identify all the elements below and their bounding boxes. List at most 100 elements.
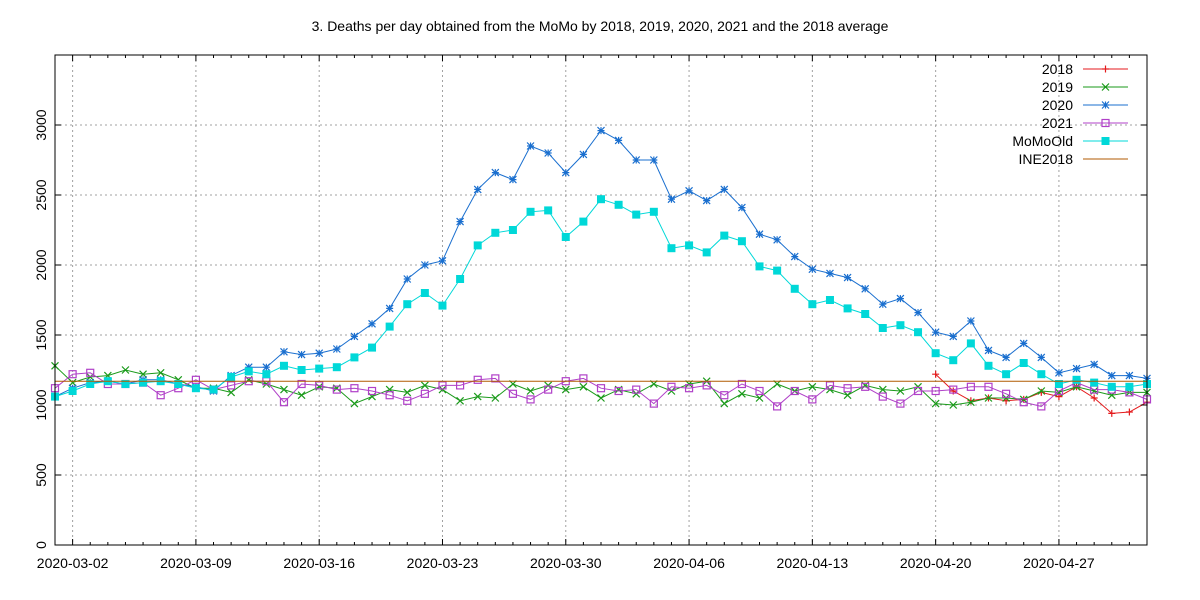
data-point	[1019, 398, 1028, 407]
data-point	[403, 300, 412, 309]
data-point	[350, 384, 359, 393]
x-tick-label: 2020-04-06	[653, 555, 725, 571]
data-point	[755, 386, 764, 396]
data-point	[368, 319, 376, 328]
data-point	[684, 384, 694, 393]
data-point	[878, 324, 887, 332]
data-point	[755, 394, 764, 402]
data-point	[720, 391, 729, 400]
data-point	[826, 269, 834, 278]
data-point	[139, 378, 148, 387]
axis-layer: 0 500 1000 1500 2000 2500 3000 2020-03-02 2020-0…	[33, 55, 1148, 571]
data-point	[526, 387, 535, 395]
data-point	[1019, 359, 1028, 367]
data-point	[932, 370, 940, 378]
data-point	[579, 382, 588, 391]
data-point	[473, 185, 482, 194]
data-point	[420, 289, 429, 297]
legend-label: MoMoOld	[1012, 133, 1073, 149]
data-point	[1072, 375, 1081, 384]
series-momoold	[51, 195, 1151, 401]
data-point	[350, 353, 359, 362]
data-point	[350, 332, 359, 341]
grid-layer	[55, 55, 1147, 545]
data-point	[139, 370, 147, 379]
legend-item: 2021	[1042, 115, 1128, 131]
data-point	[438, 301, 447, 310]
data-point	[614, 200, 623, 209]
data-point	[667, 244, 676, 253]
data-point	[1037, 402, 1046, 411]
y-tick-label: 1000	[33, 389, 49, 420]
data-point	[702, 196, 711, 205]
data-point	[438, 256, 447, 265]
data-point	[914, 308, 922, 317]
data-point	[297, 391, 306, 400]
data-point	[156, 368, 165, 377]
data-point	[597, 195, 605, 204]
data-point	[861, 310, 870, 318]
data-point	[649, 156, 658, 164]
legend-label: INE2018	[1019, 151, 1074, 167]
data-point	[403, 275, 412, 283]
data-point	[491, 374, 500, 383]
data-point	[279, 361, 288, 370]
series-line	[54, 372, 1148, 408]
data-point	[825, 381, 835, 390]
data-point	[438, 381, 447, 390]
data-point	[720, 399, 729, 408]
data-point	[420, 261, 429, 269]
data-point	[244, 363, 253, 372]
data-point	[966, 317, 975, 325]
data-point	[350, 399, 359, 408]
data-point	[561, 168, 570, 177]
data-point	[808, 382, 817, 391]
data-point	[544, 149, 553, 157]
plot-background	[55, 55, 1147, 545]
data-point	[737, 237, 746, 246]
data-point	[1090, 394, 1098, 402]
data-point	[1001, 389, 1011, 398]
data-point	[949, 385, 958, 394]
data-point	[227, 381, 236, 390]
data-point	[914, 328, 923, 337]
data-point	[1072, 382, 1081, 391]
data-point	[368, 343, 377, 352]
y-tick-label: 1500	[33, 319, 49, 350]
data-point	[544, 206, 553, 215]
data-point	[86, 380, 95, 388]
data-point	[1037, 387, 1046, 395]
data-point	[667, 195, 676, 204]
data-point	[1054, 380, 1063, 388]
data-point	[367, 386, 377, 396]
data-point	[68, 378, 77, 387]
data-point	[878, 385, 887, 394]
data-point	[491, 228, 500, 237]
data-point	[896, 321, 905, 330]
data-point	[737, 203, 746, 212]
data-point	[896, 294, 905, 303]
data-point	[773, 235, 782, 244]
data-point	[720, 185, 729, 194]
data-point	[808, 395, 817, 404]
data-point	[385, 304, 394, 313]
data-point	[808, 300, 817, 309]
data-point	[966, 398, 975, 407]
data-point	[456, 217, 465, 226]
data-point	[297, 350, 306, 359]
data-point	[508, 389, 518, 398]
y-tick-label: 2500	[33, 179, 49, 210]
data-point	[843, 384, 852, 393]
data-point	[720, 231, 729, 240]
x-tick-label: 2020-03-16	[283, 555, 355, 571]
data-point	[843, 304, 852, 313]
data-point	[315, 364, 324, 373]
data-point	[896, 387, 905, 395]
legend-label: 2021	[1042, 115, 1073, 131]
data-point	[508, 226, 517, 234]
data-point	[86, 368, 95, 377]
data-point	[526, 142, 535, 150]
data-point	[561, 385, 570, 394]
data-point	[68, 370, 77, 379]
legend-item: 2019	[1042, 79, 1128, 95]
